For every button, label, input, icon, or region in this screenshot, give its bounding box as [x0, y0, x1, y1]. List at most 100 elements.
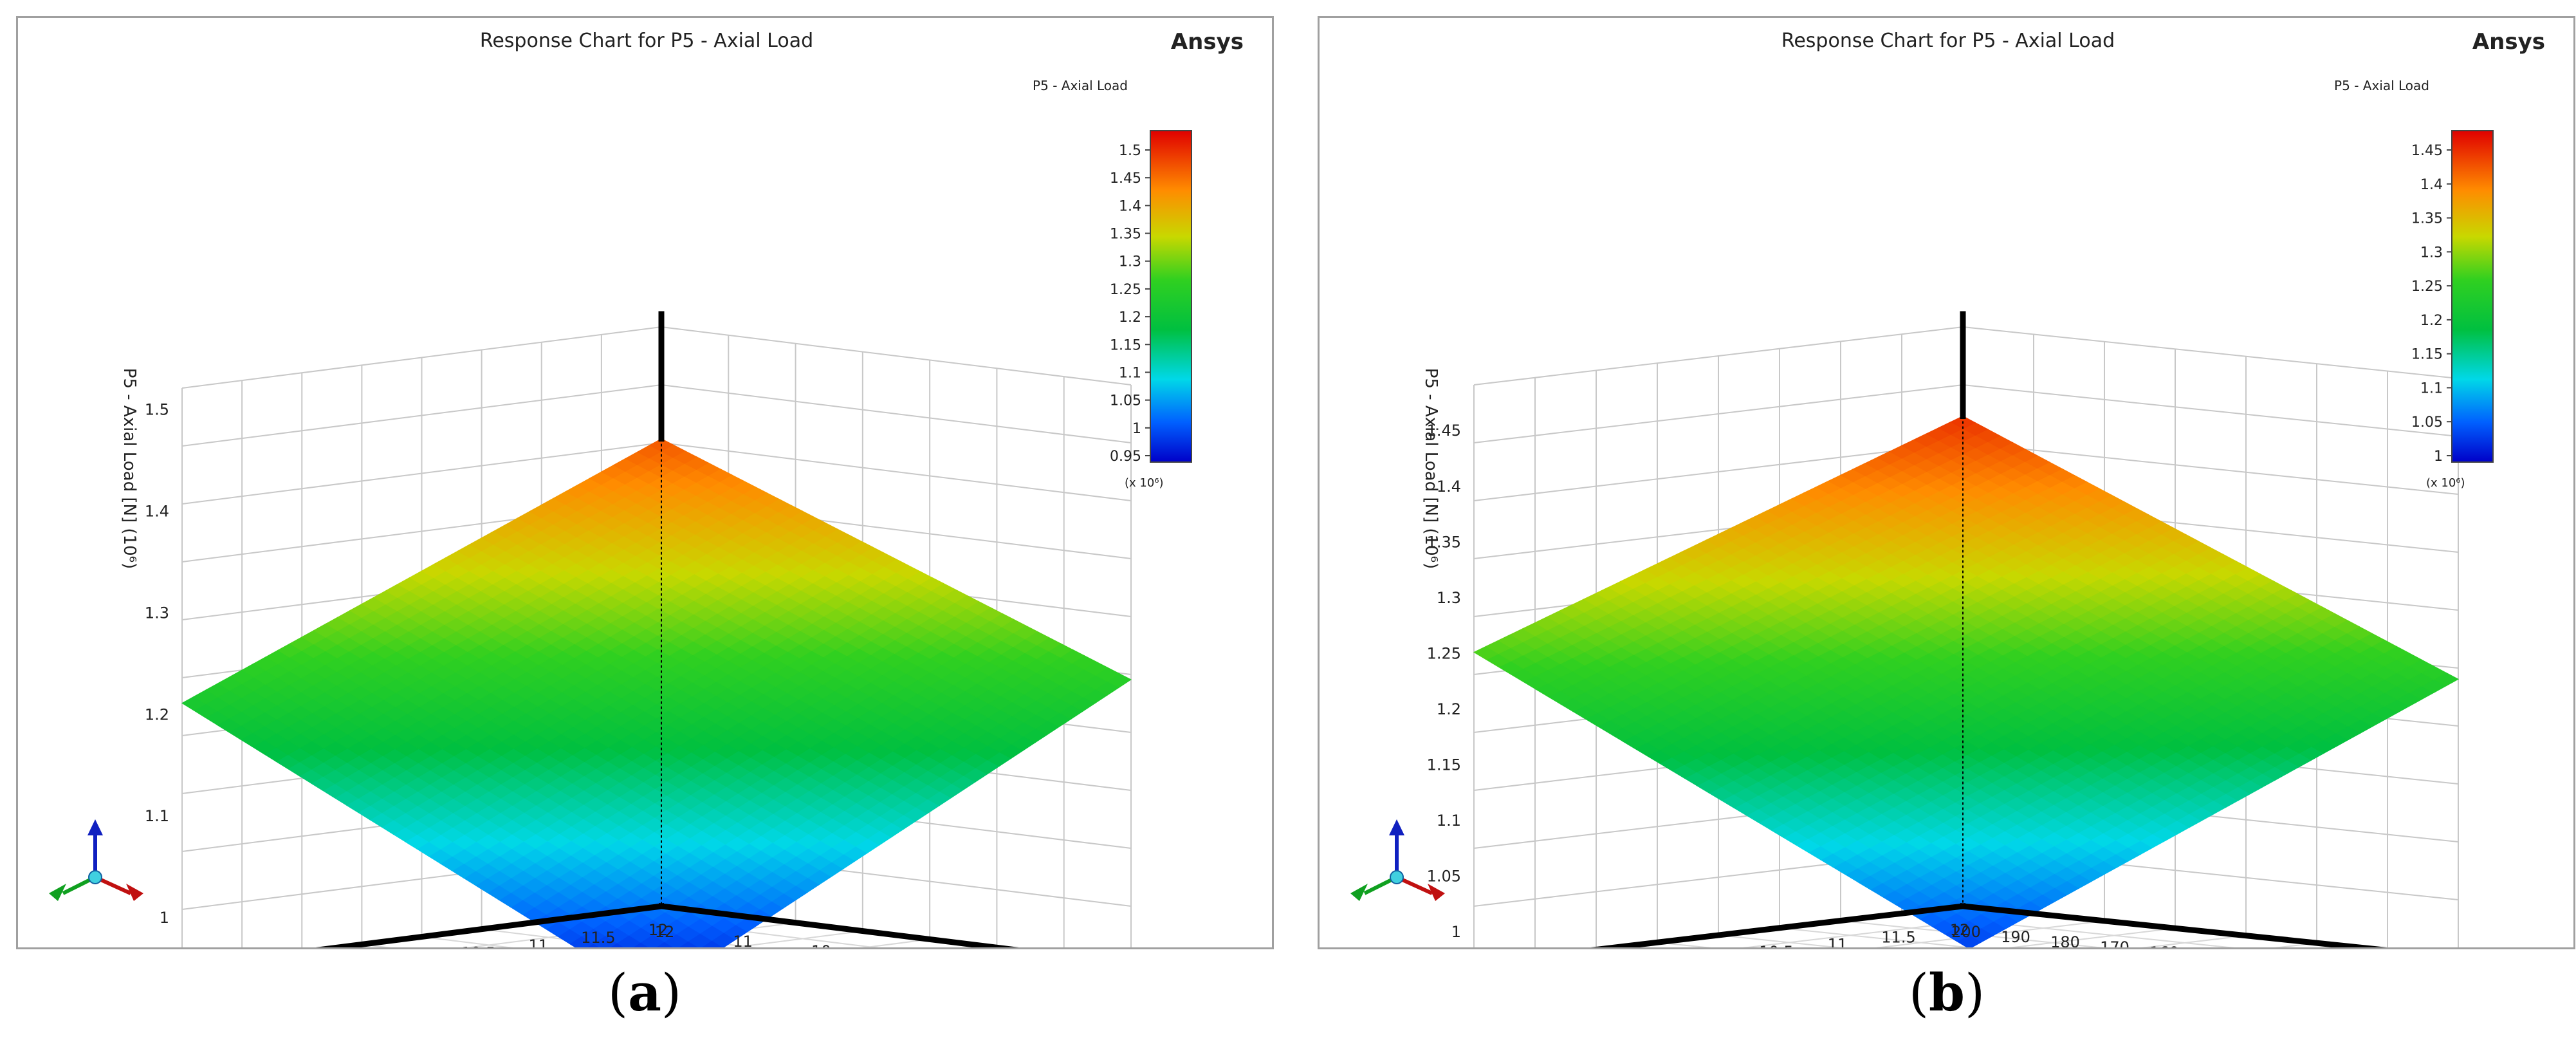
colorbar-tick-label: 1.2	[1119, 310, 1141, 326]
colorbar-tick-label: 1.3	[1119, 254, 1141, 270]
colorbar-tick-label: 0.95	[1110, 449, 1141, 465]
z-tick-label: 1.1	[1437, 812, 1461, 830]
z-tick-label: 1.2	[1437, 700, 1461, 718]
colorbar-tick-label: 1.15	[1110, 337, 1141, 353]
response-chart-b: Response Chart for P5 - Axial Load Ansys 1…	[1318, 16, 2575, 949]
y-tick-label: 170	[2100, 938, 2130, 949]
gridline	[1840, 920, 2104, 947]
colorbar-tick-label: 1	[2434, 449, 2443, 465]
axes-a	[315, 311, 1019, 947]
axes-b	[1590, 311, 2387, 947]
surface-cell	[609, 942, 625, 947]
colorbar-tick-label: 1.1	[2420, 380, 2443, 396]
gridline	[181, 384, 1132, 447]
x-tick-label: 11	[528, 936, 548, 949]
chart-canvas-a: Response Chart for P5 - Axial Load Ansys 1…	[49, 29, 1244, 949]
gridline	[2008, 927, 2176, 947]
x-tick-label: 11.5	[1881, 928, 1915, 946]
z-tick-label: 1.25	[1427, 644, 1461, 662]
gridline	[421, 936, 513, 947]
y-tick-label: 190	[2001, 928, 2030, 946]
y-tick-label: 10	[811, 942, 831, 949]
response-surface-b	[1473, 415, 2460, 947]
subfigure-label-b: (b)	[1908, 962, 1985, 1023]
colorbar-tick-label: 1.4	[1119, 198, 1141, 214]
colorbar-tick-label: 1.3	[2420, 245, 2443, 261]
z-tick-label: 1.1	[145, 807, 169, 825]
gridline	[517, 947, 997, 949]
gridline	[1875, 920, 2105, 947]
gridline	[1473, 326, 2459, 386]
colorbar-tick-label: 1	[1132, 421, 1141, 437]
axis-triad-icon	[1350, 819, 1445, 901]
z-tick-label: 1.3	[145, 604, 169, 622]
gridline	[481, 928, 635, 947]
gridline	[729, 930, 863, 947]
axis-triad-icon	[49, 819, 143, 901]
y-tick-label: 180	[2050, 933, 2080, 949]
z-tick-label: 1.5	[145, 401, 169, 419]
x-tick-label: 11.5	[581, 929, 615, 947]
y-tick-label: 200	[1951, 923, 1981, 941]
gridline	[1779, 927, 1973, 947]
z-tick-label: 1.05	[1427, 868, 1461, 886]
colorbar	[2451, 130, 2494, 463]
triad-z-head	[87, 819, 103, 835]
ansys-logo: Ansys	[2472, 29, 2545, 55]
y-tick-label: 11	[733, 933, 753, 949]
z-axis-label: P5 - Axial Load [N] (10⁶)	[1421, 368, 1440, 569]
colorbar-tick-label: 1.15	[2411, 347, 2443, 363]
y-tick-label: 160	[2149, 944, 2179, 949]
response-surface-a	[181, 438, 1132, 949]
z-tick-label: 1.4	[145, 502, 169, 520]
z-tick-label: 1	[1451, 923, 1461, 941]
legend-title: P5 - Axial Load	[2334, 78, 2429, 93]
x-tick-label: 10.5	[1759, 943, 1793, 949]
colorbar-tick-label: 1.05	[2411, 414, 2443, 431]
colorbar-exponent: (x 10⁶)	[2426, 476, 2465, 490]
z-axis-label: P5 - Axial Load [N] (10⁶)	[120, 368, 139, 569]
colorbar-tick-label: 1.35	[1110, 227, 1141, 243]
colorbar-tick-label: 1.25	[1110, 282, 1141, 298]
colorbar-tick-label: 1.25	[2411, 279, 2443, 295]
colorbar-exponent: (x 10⁶)	[1125, 476, 1164, 490]
chart-title-a: Response Chart for P5 - Axial Load	[480, 30, 813, 52]
gridline	[2141, 935, 2247, 947]
colorbar-tick-label: 1.1	[1119, 365, 1141, 381]
x-tick-label: 12	[649, 921, 668, 939]
z-tick-label: 1.4	[1437, 478, 1461, 496]
colorbar-tick-label: 1.05	[1110, 393, 1141, 409]
chart-title-b: Response Chart for P5 - Axial Load	[1781, 30, 2115, 52]
triad-origin	[88, 870, 102, 884]
y-axis	[658, 902, 1019, 947]
gridline	[181, 326, 1132, 389]
z-tick-label: 1.45	[1427, 422, 1461, 440]
triad-x-head	[126, 884, 143, 901]
triad-y-head	[1350, 884, 1368, 901]
surface-cell	[586, 943, 601, 947]
surface-cell	[688, 948, 712, 949]
colorbar	[1150, 130, 1192, 463]
x-axis	[315, 902, 665, 947]
y-axis	[1960, 903, 2387, 947]
x-tick-label: 10.5	[461, 944, 495, 949]
triad-x-head	[1428, 884, 1445, 901]
colorbar-tick-label: 1.45	[2411, 143, 2443, 159]
z-tick-label: 1	[160, 909, 169, 927]
gridline	[1718, 935, 1843, 947]
chart-canvas-b: Response Chart for P5 - Axial Load Ansys 1…	[1350, 29, 2545, 950]
colorbar-tick-label: 1.45	[1110, 171, 1141, 187]
colorbar-tick-label: 1.5	[1119, 143, 1141, 159]
ansys-logo: Ansys	[1171, 29, 1244, 55]
x-axis	[1590, 903, 1966, 947]
response-chart-a: Response Chart for P5 - Axial Load Ansys 1…	[16, 16, 1274, 949]
y-tick-label: 12	[655, 923, 675, 941]
triad-y-head	[49, 884, 66, 901]
colorbar-tick-label: 1.4	[2420, 177, 2443, 193]
x-tick-label: 11	[1828, 936, 1848, 950]
legend-title: P5 - Axial Load	[1033, 78, 1128, 93]
x-tick-label: 12	[1950, 921, 1970, 939]
subfigure-label-a: (a)	[607, 962, 682, 1023]
z-tick-label: 1.2	[145, 705, 169, 723]
z-tick-label: 1.15	[1427, 756, 1461, 774]
